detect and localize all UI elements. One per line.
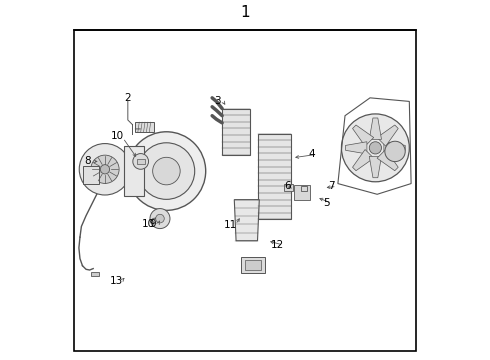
Polygon shape [369,156,382,178]
Polygon shape [345,142,367,154]
Circle shape [127,132,206,210]
Circle shape [150,208,170,229]
Bar [242,257,265,273]
Text: 11: 11 [223,220,237,230]
Text: 3: 3 [214,96,220,106]
Circle shape [79,144,131,195]
Polygon shape [384,142,405,154]
Bar [137,158,145,164]
Text: 7: 7 [328,181,335,192]
Text: 1: 1 [240,5,250,19]
FancyBboxPatch shape [83,166,98,184]
Circle shape [342,114,409,182]
Text: 4: 4 [309,149,316,159]
Circle shape [156,214,164,223]
Polygon shape [369,118,382,139]
Circle shape [138,143,195,199]
Circle shape [91,155,119,184]
Polygon shape [352,125,374,146]
Circle shape [385,141,405,162]
Polygon shape [377,149,398,171]
Text: 10: 10 [142,219,155,229]
Bar [222,109,250,155]
Polygon shape [352,149,374,171]
FancyBboxPatch shape [124,147,144,196]
Bar [91,272,98,276]
Bar [284,184,293,191]
Circle shape [369,142,382,154]
Text: 8: 8 [84,157,91,166]
Text: 12: 12 [271,240,285,250]
Text: 10: 10 [111,131,123,141]
Text: 6: 6 [285,181,291,192]
Circle shape [133,154,148,169]
Text: 13: 13 [110,276,123,286]
Bar [294,185,310,200]
Bar [245,260,261,270]
Bar [301,186,307,192]
Bar [258,134,292,219]
Circle shape [153,157,180,185]
Bar [135,122,153,132]
Text: 5: 5 [323,198,330,208]
Polygon shape [377,125,398,146]
Polygon shape [234,200,259,241]
Circle shape [100,165,110,174]
Text: 2: 2 [124,93,131,103]
Text: 9: 9 [149,219,156,229]
